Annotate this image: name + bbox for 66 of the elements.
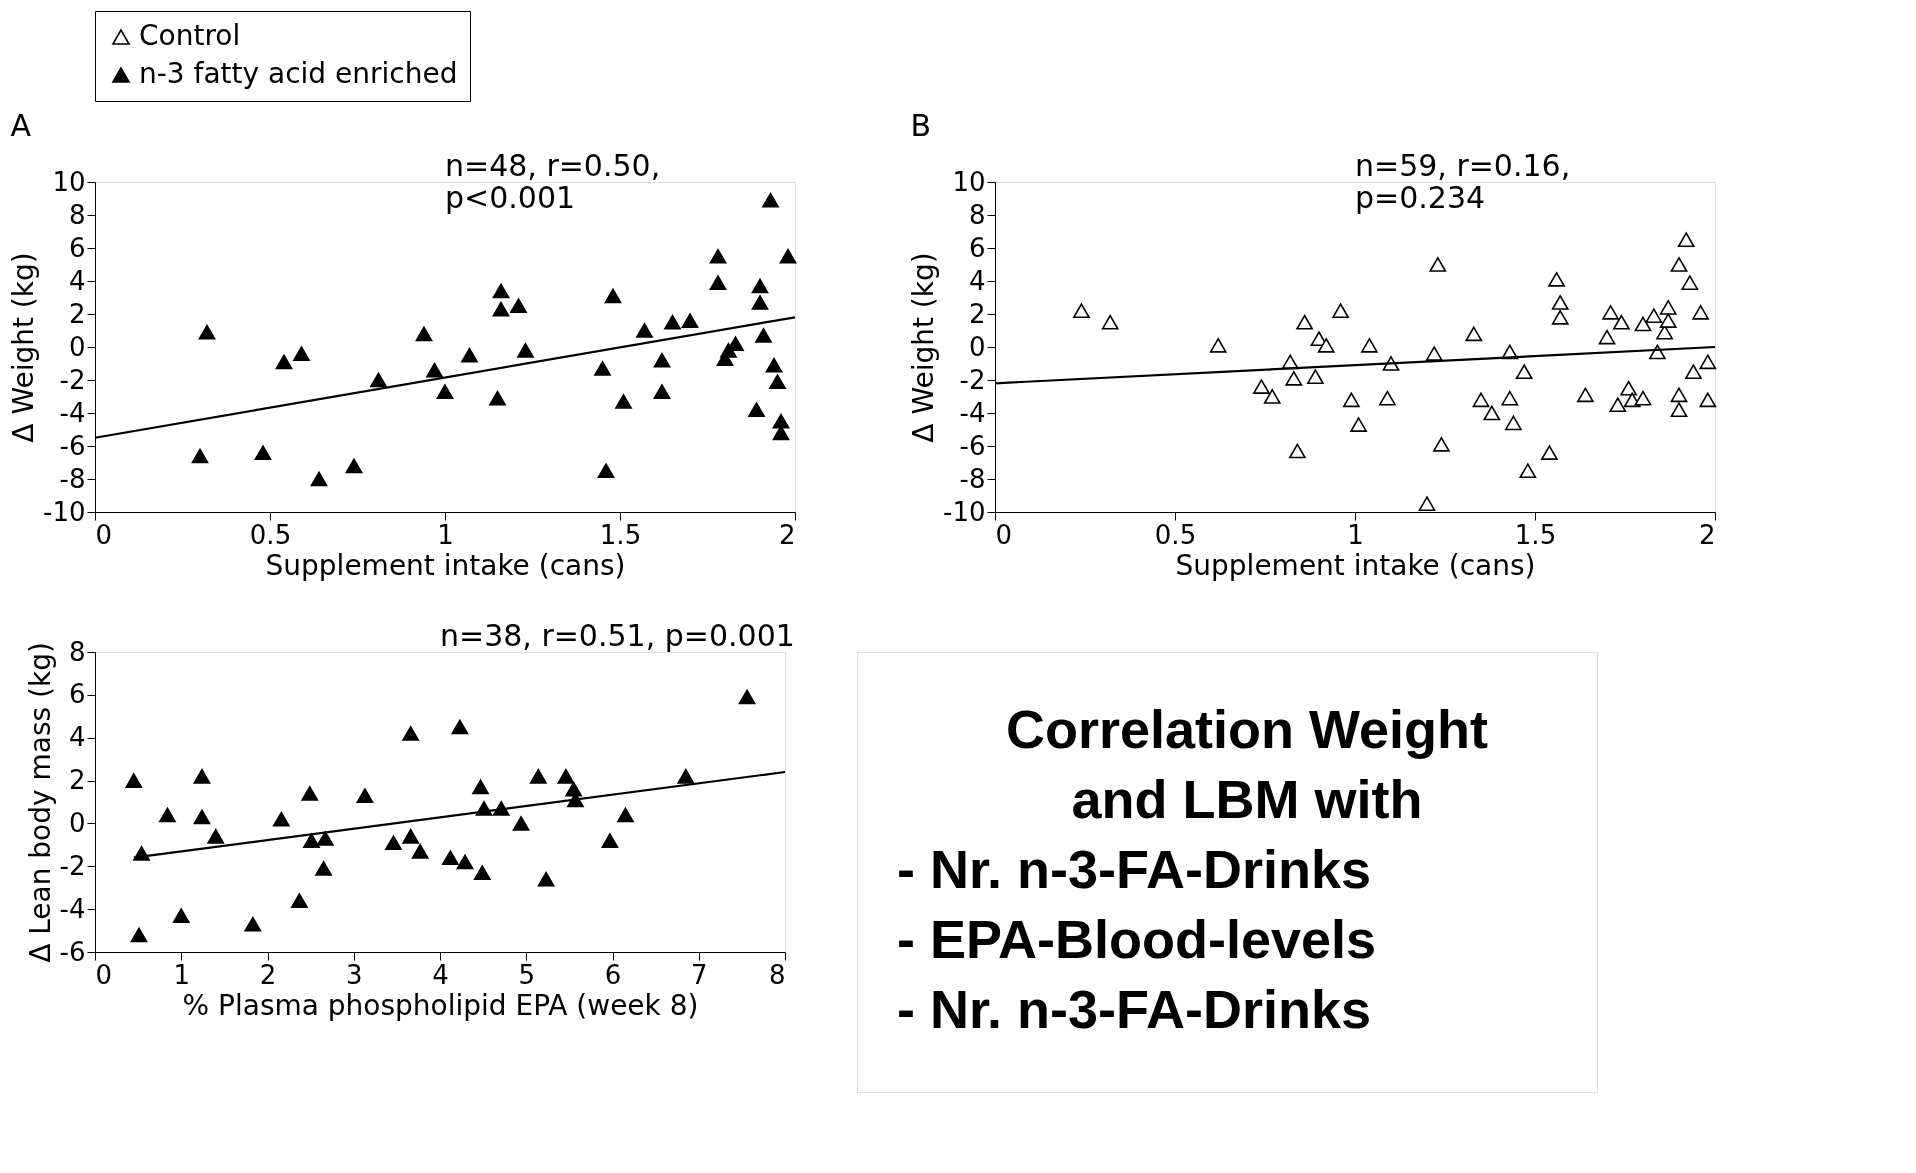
text: - Nr. n-3-FA-Drinks <box>897 839 1372 899</box>
text: Control <box>139 19 241 52</box>
annotation: n=59, r=0.16, p=0.234 <box>1355 148 1571 215</box>
y-tick-label: -4 <box>59 397 86 428</box>
y-tick-label: -8 <box>959 463 986 494</box>
x-tick-label: 1 <box>173 959 191 990</box>
y-axis-title: Δ Lean body mass (kg) <box>23 642 57 963</box>
annotation: n=38, r=0.51, p=0.001 <box>440 618 795 653</box>
y-tick-label: 4 <box>968 265 986 296</box>
x-tick-label: 2 <box>1698 519 1716 550</box>
x-tick-label: 0.5 <box>1154 519 1197 550</box>
y-tick-label: -6 <box>959 430 986 461</box>
text: - EPA-Blood-levels <box>897 909 1377 969</box>
x-axis-title: Supplement intake (cans) <box>265 548 626 582</box>
y-tick-label: 0 <box>68 331 86 362</box>
y-tick-label: 8 <box>68 199 86 230</box>
y-tick-label: 10 <box>52 166 86 197</box>
y-tick-label: 0 <box>68 807 86 838</box>
y-tick-label: 8 <box>68 636 86 667</box>
y-tick-label: 2 <box>968 298 986 329</box>
x-tick-label: 6 <box>604 959 622 990</box>
text: Correlation Weight and LBM with <box>1005 699 1489 829</box>
y-tick-label: -6 <box>59 936 86 967</box>
chart-title: B <box>910 108 932 143</box>
x-tick-label: 7 <box>690 959 708 990</box>
x-tick-label: 0 <box>95 959 113 990</box>
y-tick-label: -2 <box>59 850 86 881</box>
y-tick-label: 6 <box>68 679 86 710</box>
x-axis-title: Supplement intake (cans) <box>1175 548 1536 582</box>
y-tick-label: -4 <box>59 893 86 924</box>
x-tick-label: 4 <box>432 959 449 990</box>
y-tick-label: 2 <box>68 765 86 796</box>
x-tick-label: 1 <box>1347 519 1364 550</box>
x-tick-label: 5 <box>518 959 536 990</box>
x-tick-label: 2 <box>259 959 277 990</box>
text: - Nr. n-3-FA-Drinks <box>897 979 1372 1039</box>
y-tick-label: -2 <box>959 364 986 395</box>
x-tick-label: 0 <box>995 519 1013 550</box>
y-tick-label: 2 <box>68 298 86 329</box>
y-tick-label: -6 <box>59 430 86 461</box>
x-tick-label: 1.5 <box>599 519 642 550</box>
y-tick-label: 0 <box>968 331 986 362</box>
y-tick-label: 10 <box>952 166 986 197</box>
y-tick-label: 6 <box>68 232 86 263</box>
y-tick-label: -4 <box>959 397 986 428</box>
x-tick-label: 3 <box>345 959 363 990</box>
y-tick-label: 6 <box>968 232 986 263</box>
y-axis-title: Δ Weight (kg) <box>7 252 41 443</box>
y-axis-title: Δ Weight (kg) <box>907 252 941 443</box>
y-tick-label: 4 <box>68 265 86 296</box>
y-tick-label: 8 <box>968 199 986 230</box>
x-axis-title: % Plasma phospholipid EPA (week 8) <box>182 988 699 1022</box>
x-tick-label: 1 <box>437 519 454 550</box>
x-tick-label: 8 <box>768 959 786 990</box>
y-tick-label: -10 <box>43 496 86 527</box>
legend-label: n-3 fatty acid enriched <box>139 57 458 90</box>
x-tick-label: 0 <box>95 519 113 550</box>
annotation: n=48, r=0.50, p<0.001 <box>445 148 661 215</box>
x-tick-label: 2 <box>778 519 796 550</box>
x-tick-label: 1.5 <box>1514 519 1557 550</box>
y-tick-label: -10 <box>943 496 986 527</box>
y-tick-label: -2 <box>59 364 86 395</box>
y-tick-label: -8 <box>59 463 86 494</box>
y-tick-label: 4 <box>68 722 86 753</box>
x-tick-label: 0.5 <box>249 519 292 550</box>
chart-title: A <box>10 108 32 143</box>
